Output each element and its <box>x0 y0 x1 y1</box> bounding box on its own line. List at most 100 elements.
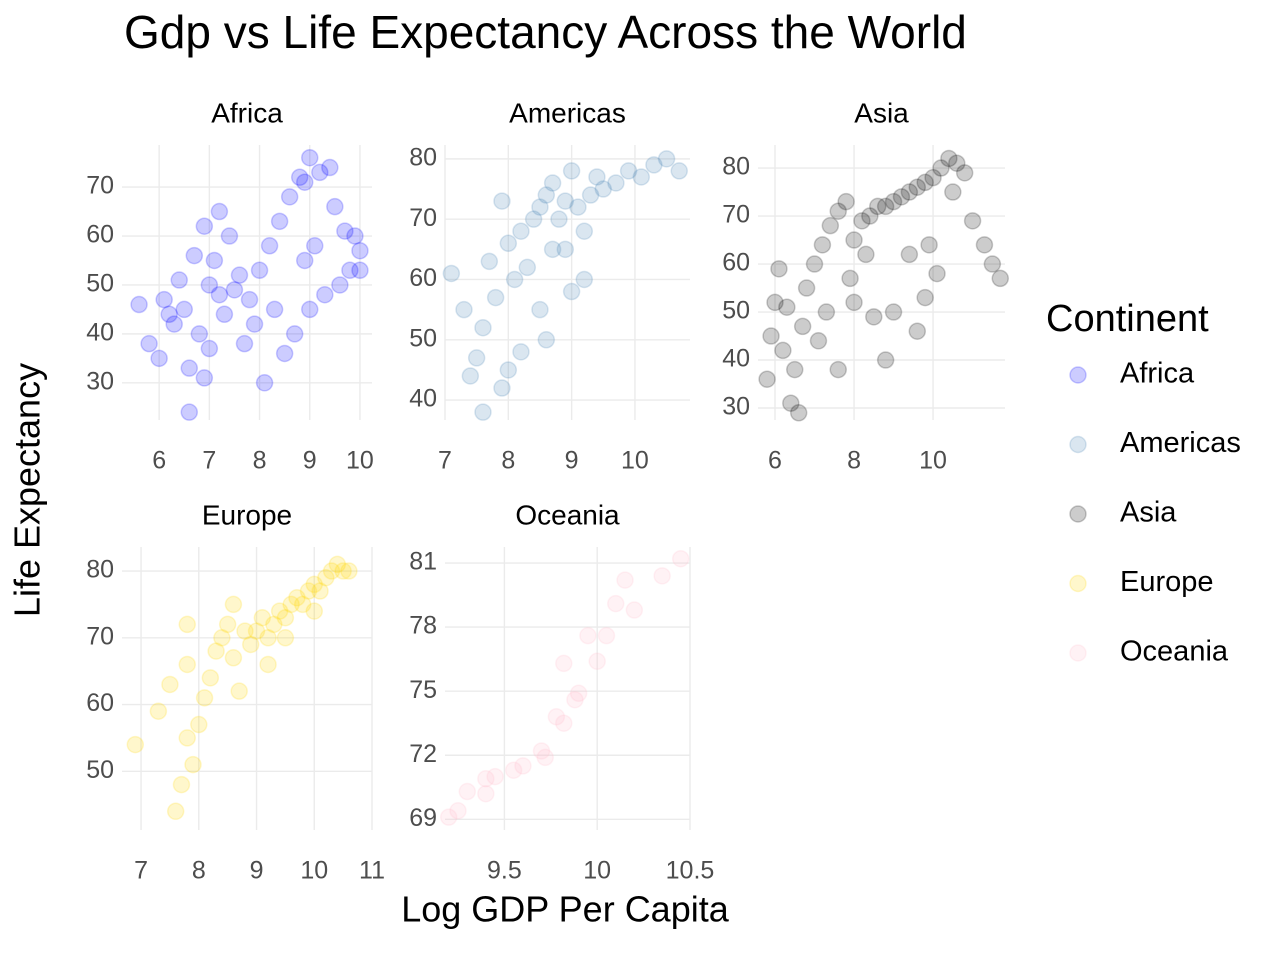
point <box>556 192 575 210</box>
point <box>532 742 551 760</box>
point <box>331 276 349 294</box>
x-tick-label: 9.5 <box>487 857 522 885</box>
point <box>569 684 588 703</box>
y-tick-label: 80 <box>86 556 114 584</box>
x-tick-label: 9 <box>250 857 264 885</box>
point <box>322 562 341 580</box>
point <box>493 192 511 210</box>
point <box>514 757 532 775</box>
point <box>295 173 314 191</box>
point <box>493 379 511 397</box>
point <box>210 202 229 221</box>
y-tick-label: 60 <box>86 221 114 249</box>
point <box>991 269 1010 288</box>
point <box>311 582 329 600</box>
point <box>260 237 279 255</box>
chart-title: Gdp vs Life Expectancy Across the World <box>124 6 967 58</box>
point <box>758 370 776 388</box>
x-tick-label: 9 <box>565 447 579 475</box>
point <box>774 341 792 360</box>
point <box>275 344 294 363</box>
point <box>255 374 274 392</box>
y-tick-label: 70 <box>722 201 750 229</box>
point <box>316 285 334 304</box>
point <box>250 261 269 280</box>
point <box>809 332 828 350</box>
y-tick-label: 60 <box>86 689 114 717</box>
point <box>321 158 339 177</box>
point <box>928 264 946 283</box>
y-tick-label: 81 <box>409 548 437 576</box>
point <box>908 322 927 340</box>
y-tick-label: 30 <box>722 393 750 421</box>
point <box>442 264 461 283</box>
point <box>340 562 358 580</box>
point <box>161 675 179 694</box>
point <box>857 245 875 264</box>
point <box>149 702 168 720</box>
point <box>657 150 676 168</box>
point <box>477 784 495 803</box>
point <box>955 164 974 182</box>
point <box>550 210 568 228</box>
point <box>670 162 688 180</box>
point <box>317 568 335 587</box>
point <box>829 360 847 379</box>
point <box>786 360 804 379</box>
point <box>821 216 840 235</box>
y-tick-label: 60 <box>722 249 750 277</box>
y-tick-label: 50 <box>722 297 750 325</box>
point <box>200 276 219 294</box>
point <box>653 567 671 585</box>
point <box>185 246 204 265</box>
point <box>543 174 562 192</box>
point <box>210 285 229 304</box>
point <box>205 251 224 270</box>
point <box>841 269 859 288</box>
point <box>837 192 855 211</box>
x-tick-label: 10 <box>300 857 328 885</box>
point <box>175 300 193 319</box>
point <box>190 325 209 343</box>
point <box>213 629 231 647</box>
y-tick-label: 50 <box>409 324 437 352</box>
x-tick-label: 8 <box>192 857 206 885</box>
point <box>195 689 214 707</box>
point <box>184 755 202 774</box>
legend-label: Asia <box>1120 497 1177 529</box>
x-tick-label: 10 <box>583 857 611 885</box>
x-tick-label: 8 <box>501 447 515 475</box>
point <box>797 279 816 297</box>
point <box>940 149 958 168</box>
point <box>884 303 903 321</box>
y-tick-label: 30 <box>86 367 114 395</box>
point <box>336 222 354 240</box>
point <box>282 595 300 614</box>
point <box>770 260 788 278</box>
point <box>861 207 879 225</box>
point <box>645 156 663 174</box>
point <box>280 188 299 206</box>
point <box>948 154 966 172</box>
point <box>180 403 199 421</box>
point <box>458 782 477 801</box>
point <box>178 615 196 634</box>
point <box>346 227 364 245</box>
point <box>224 595 243 614</box>
y-tick-label: 70 <box>409 204 437 232</box>
point <box>892 188 911 206</box>
point <box>499 234 518 253</box>
point <box>531 198 549 216</box>
point <box>477 769 495 788</box>
point <box>920 236 938 254</box>
point <box>195 217 214 235</box>
legend-label: Oceania <box>1120 636 1229 668</box>
point <box>594 180 613 198</box>
point <box>876 351 895 369</box>
y-tick-label: 78 <box>409 612 437 640</box>
point <box>625 601 644 619</box>
point <box>876 197 895 216</box>
point <box>632 168 651 186</box>
x-tick-label: 10 <box>346 447 374 475</box>
x-tick-label: 6 <box>152 447 166 475</box>
